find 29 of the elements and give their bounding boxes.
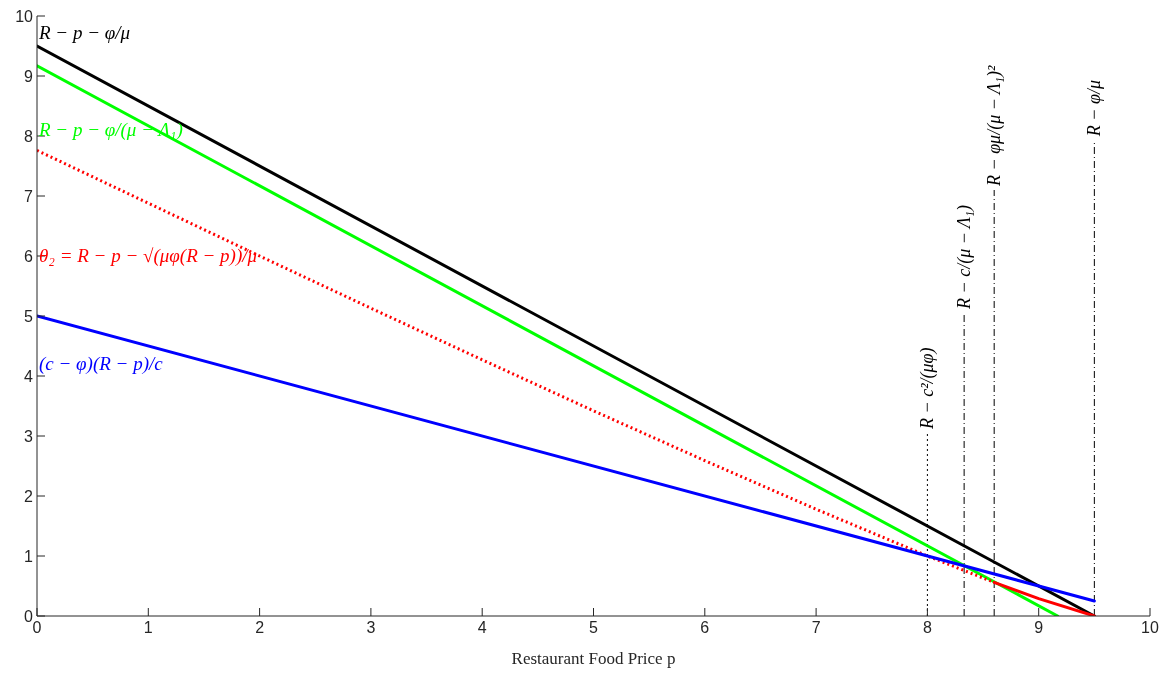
y-tick-label: 7 bbox=[24, 187, 34, 205]
series-label: θ₂ = R − p − √(μφ(R − p))/μ bbox=[39, 245, 258, 267]
ref-line-label: R − c²/(μφ) bbox=[917, 347, 939, 430]
x-tick-label: 3 bbox=[366, 619, 376, 637]
y-tick-label: 5 bbox=[24, 307, 34, 325]
x-tick-label: 7 bbox=[811, 619, 821, 637]
ref-line-label: R − c/(μ − Λ₁) bbox=[954, 204, 976, 310]
y-tick-label: 0 bbox=[24, 607, 34, 625]
y-tick-label: 3 bbox=[24, 427, 34, 445]
ref-line-label: R − φμ/(μ − Λ₁)² bbox=[984, 64, 1006, 187]
y-tick-label: 8 bbox=[24, 127, 34, 145]
series-label: R − p − φ/μ bbox=[38, 21, 131, 43]
y-tick-label: 1 bbox=[24, 547, 34, 565]
y-tick-label: 6 bbox=[24, 247, 34, 265]
y-tick-label: 2 bbox=[24, 487, 34, 505]
y-tick-label: 9 bbox=[24, 67, 34, 85]
series-label: (c − φ)(R − p)/c bbox=[39, 353, 164, 375]
x-tick-label: 4 bbox=[477, 619, 487, 637]
x-tick-label: 10 bbox=[1141, 619, 1159, 637]
ref-line-label: R − φ/μ bbox=[1084, 80, 1105, 138]
x-tick-label: 5 bbox=[589, 619, 599, 637]
x-tick-label: 6 bbox=[700, 619, 710, 637]
y-tick-label: 10 bbox=[15, 7, 34, 25]
x-tick-label: 1 bbox=[143, 619, 153, 637]
x-tick-label: 8 bbox=[922, 619, 932, 637]
x-tick-label: 9 bbox=[1034, 619, 1044, 637]
x-tick-label: 2 bbox=[255, 619, 265, 637]
y-tick-label: 4 bbox=[24, 367, 34, 385]
x-axis-title: Restaurant Food Price p bbox=[511, 649, 676, 668]
